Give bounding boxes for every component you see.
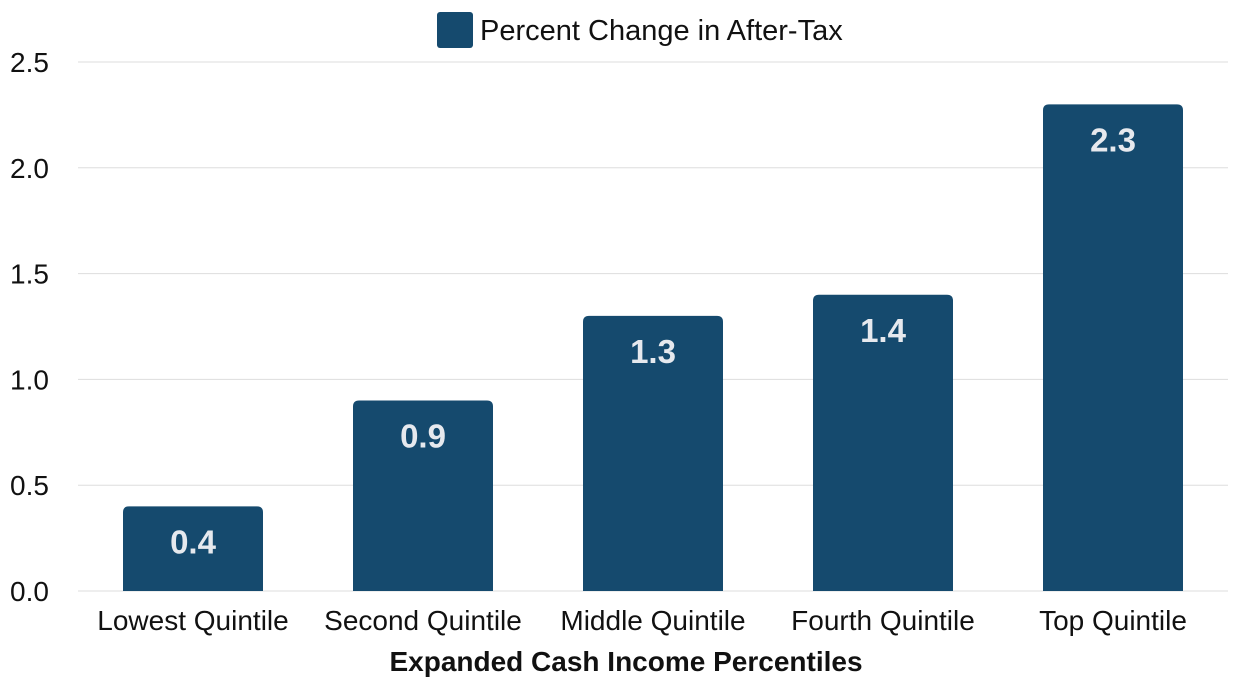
data-labels: 0.4 0.9 1.3 1.4 2.3 <box>170 121 1136 560</box>
y-tick-label: 2.5 <box>10 47 49 78</box>
y-tick-label: 1.5 <box>10 259 49 290</box>
legend-swatch <box>437 12 473 48</box>
legend: Percent Change in After-Tax <box>437 12 843 48</box>
bar-value-label: 2.3 <box>1090 121 1136 158</box>
x-tick-label: Lowest Quintile <box>97 605 288 636</box>
bar <box>813 294 953 591</box>
x-tick-label: Top Quintile <box>1039 605 1187 636</box>
y-tick-label: 0.5 <box>10 470 49 501</box>
x-tick-label: Second Quintile <box>324 605 522 636</box>
bar-value-label: 1.4 <box>860 312 907 349</box>
bars <box>123 104 1183 591</box>
y-tick-label: 1.0 <box>10 364 49 395</box>
bar <box>123 506 263 591</box>
y-axis-ticks: 0.0 0.5 1.0 1.5 2.0 2.5 <box>10 47 49 607</box>
x-tick-label: Fourth Quintile <box>791 605 975 636</box>
bar-value-label: 0.9 <box>400 418 446 455</box>
y-tick-label: 2.0 <box>10 153 49 184</box>
bar <box>353 400 493 591</box>
x-tick-label: Middle Quintile <box>560 605 745 636</box>
bar-value-label: 0.4 <box>170 523 217 560</box>
x-axis-title: Expanded Cash Income Percentiles <box>389 646 862 677</box>
bar-value-label: 1.3 <box>630 333 676 370</box>
y-tick-label: 0.0 <box>10 576 49 607</box>
legend-label: Percent Change in After-Tax <box>480 15 843 47</box>
x-axis-ticks: Lowest Quintile Second Quintile Middle Qui… <box>97 605 1187 636</box>
bar <box>583 315 723 591</box>
bar <box>1043 104 1183 591</box>
